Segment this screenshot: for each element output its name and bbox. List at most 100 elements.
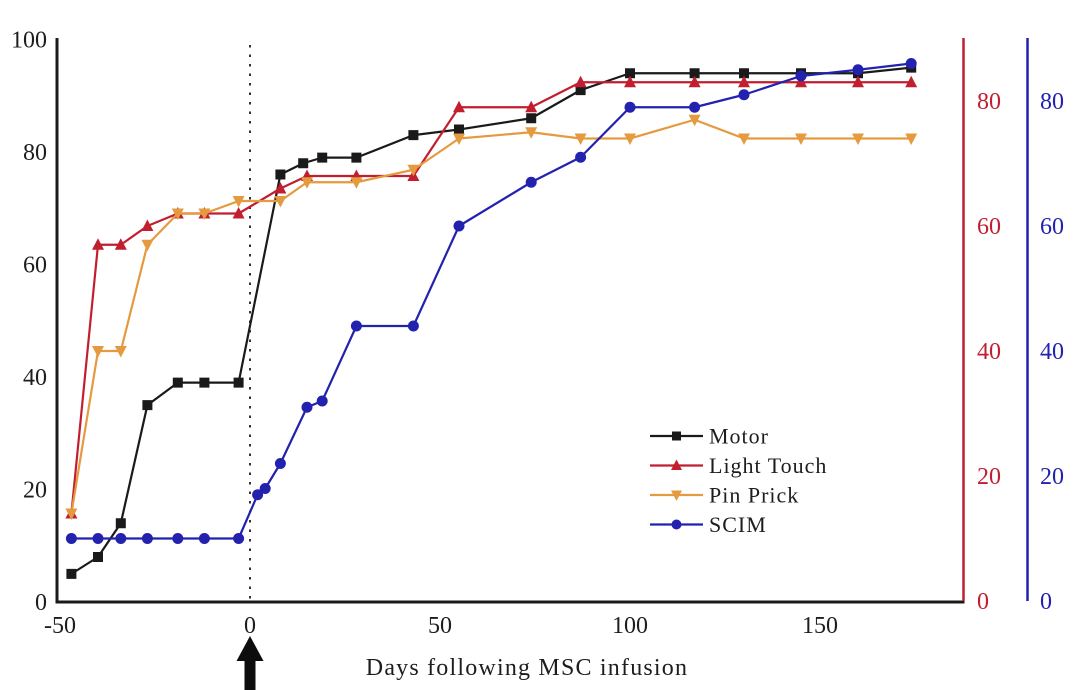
y-right-red-tick-label: 80 [977, 89, 1001, 115]
series-light-touch-marker [141, 219, 154, 231]
legend-item-scim: SCIM [650, 512, 767, 537]
series-motor-marker [408, 130, 419, 141]
legend-square-icon [672, 431, 681, 441]
series-pin-prick [65, 114, 918, 520]
series-motor-marker [317, 152, 328, 163]
y-right-blue-tick-label: 0 [1040, 589, 1052, 615]
x-tick-label: 50 [428, 613, 452, 639]
infusion-arrow-icon [236, 636, 264, 690]
series-pin-prick-marker [574, 133, 587, 145]
series-pin-prick-marker [274, 196, 287, 208]
series-scim-marker [172, 533, 184, 544]
x-axis-title: Days following MSC infusion [366, 655, 688, 681]
y-right-red-tick-label: 40 [977, 339, 1001, 365]
series-pin-prick-marker [141, 239, 154, 252]
legend-item-pin-prick: Pin Prick [650, 483, 799, 508]
series-scim-marker [198, 533, 210, 544]
series-scim-marker [738, 89, 750, 101]
series-pin-prick-marker [301, 177, 313, 189]
y-right-red-tick-label: 0 [977, 589, 989, 615]
legend-label: Pin Prick [709, 483, 799, 508]
series-motor-marker [233, 377, 244, 388]
series-scim-marker [301, 401, 313, 413]
y-left-tick-label: 60 [23, 253, 47, 279]
series-motor-marker [275, 169, 286, 180]
series-scim-marker [905, 58, 917, 69]
series-light-touch-marker [114, 238, 127, 250]
x-tick-label: 100 [612, 613, 648, 639]
x-tick-label: 0 [244, 613, 256, 639]
y-right-red-tick-label: 60 [977, 214, 1001, 240]
legend-item-motor: Motor [650, 424, 769, 449]
legend-label: Motor [709, 424, 769, 449]
series-light-touch-marker [688, 75, 701, 88]
series-scim-marker [525, 176, 537, 188]
series-light-touch-marker [525, 100, 538, 113]
series-light-touch-marker [905, 75, 918, 88]
y-left-tick-label: 80 [23, 140, 47, 166]
legend-triangle-up-icon [671, 459, 682, 470]
series-scim-marker [274, 458, 286, 469]
series-motor-marker [298, 158, 309, 169]
series-light-touch-marker [92, 238, 104, 250]
series-motor-marker [689, 68, 700, 79]
legend-item-light-touch: Light Touch [650, 453, 826, 478]
series-scim-marker [624, 101, 636, 113]
series-scim-marker [141, 533, 153, 544]
series-pin-prick-marker [114, 346, 127, 358]
y-right-blue-tick-label: 60 [1040, 214, 1064, 240]
series-motor-marker [199, 377, 210, 388]
series-scim-marker [575, 151, 587, 163]
x-tick-label: 150 [802, 613, 838, 639]
series-pin-prick-line [70, 118, 912, 514]
series-light-touch-marker [738, 75, 750, 88]
series-scim-marker [689, 101, 701, 113]
series-motor-marker [66, 568, 77, 579]
series-scim-marker [252, 489, 264, 501]
y-left-tick-label: 40 [23, 365, 47, 391]
series-pin-prick-marker [852, 133, 864, 145]
series-motor-marker [739, 68, 749, 79]
series-scim [65, 58, 917, 544]
series-motor-marker [351, 152, 362, 163]
series-scim-marker [407, 320, 419, 332]
series-scim-marker [316, 395, 328, 407]
axes [55, 38, 1029, 604]
series-scim-marker [259, 483, 271, 494]
series-pin-prick-marker [232, 196, 245, 208]
series-motor-marker [526, 113, 537, 124]
series-light-touch-marker [453, 100, 465, 113]
series-pin-prick-marker [92, 346, 104, 358]
x-tick-label: -50 [44, 613, 76, 639]
series-motor-marker [625, 68, 635, 79]
series-pin-prick-marker [453, 133, 465, 145]
data-series [65, 58, 918, 579]
series-motor-marker [115, 518, 126, 529]
series-pin-prick-marker [65, 508, 78, 520]
series-pin-prick-marker [795, 133, 807, 145]
y-right-blue-tick-label: 40 [1040, 339, 1064, 365]
series-light-touch-marker [232, 207, 245, 219]
legend: Motor Light Touch Pin Prick SCIM [650, 424, 826, 537]
series-motor-marker [172, 377, 183, 388]
series-pin-prick-marker [738, 133, 750, 145]
series-light-touch-marker [274, 182, 287, 194]
legend-circle-icon [671, 519, 682, 530]
series-scim-marker [453, 220, 465, 232]
legend-label: SCIM [709, 512, 767, 537]
series-motor [66, 62, 917, 579]
y-left-tick-label: 100 [11, 28, 47, 54]
series-pin-prick-marker [688, 114, 701, 127]
series-light-touch-marker [574, 75, 587, 88]
series-light-touch-marker [852, 75, 864, 88]
series-scim-marker [233, 533, 245, 544]
series-light-touch-line [70, 81, 912, 514]
series-motor-marker [454, 124, 464, 135]
series-pin-prick-marker [198, 208, 211, 220]
y-right-red-tick-label: 20 [977, 464, 1001, 490]
series-pin-prick-marker [624, 133, 636, 145]
series-scim-marker [795, 70, 807, 82]
y-right-blue-tick-label: 20 [1040, 464, 1064, 490]
